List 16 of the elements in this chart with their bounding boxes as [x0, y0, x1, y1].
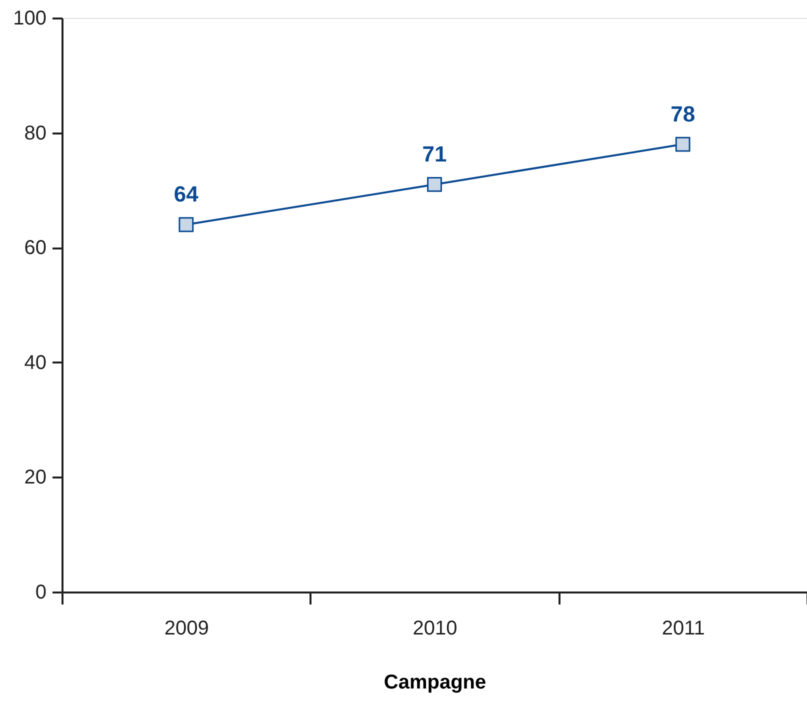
data-label: 64: [174, 182, 200, 207]
data-label: 78: [670, 101, 696, 126]
y-tick-label: 60: [24, 237, 46, 260]
x-tick-label: 2010: [412, 618, 458, 640]
data-label: 71: [422, 141, 447, 166]
point: [178, 217, 194, 232]
point: [675, 136, 690, 152]
y-tick-label: 0: [35, 582, 46, 604]
x-axis-title: Campagne: [384, 672, 486, 694]
y-tick-label: 80: [24, 122, 46, 144]
x-tick-label: 2011: [662, 618, 705, 640]
y-tick-label: 100: [13, 8, 46, 30]
x-tick-label: 2009: [164, 618, 209, 640]
y-tick-label: 40: [24, 352, 46, 374]
point: [427, 177, 442, 192]
y-tick-label: 20: [24, 466, 46, 489]
